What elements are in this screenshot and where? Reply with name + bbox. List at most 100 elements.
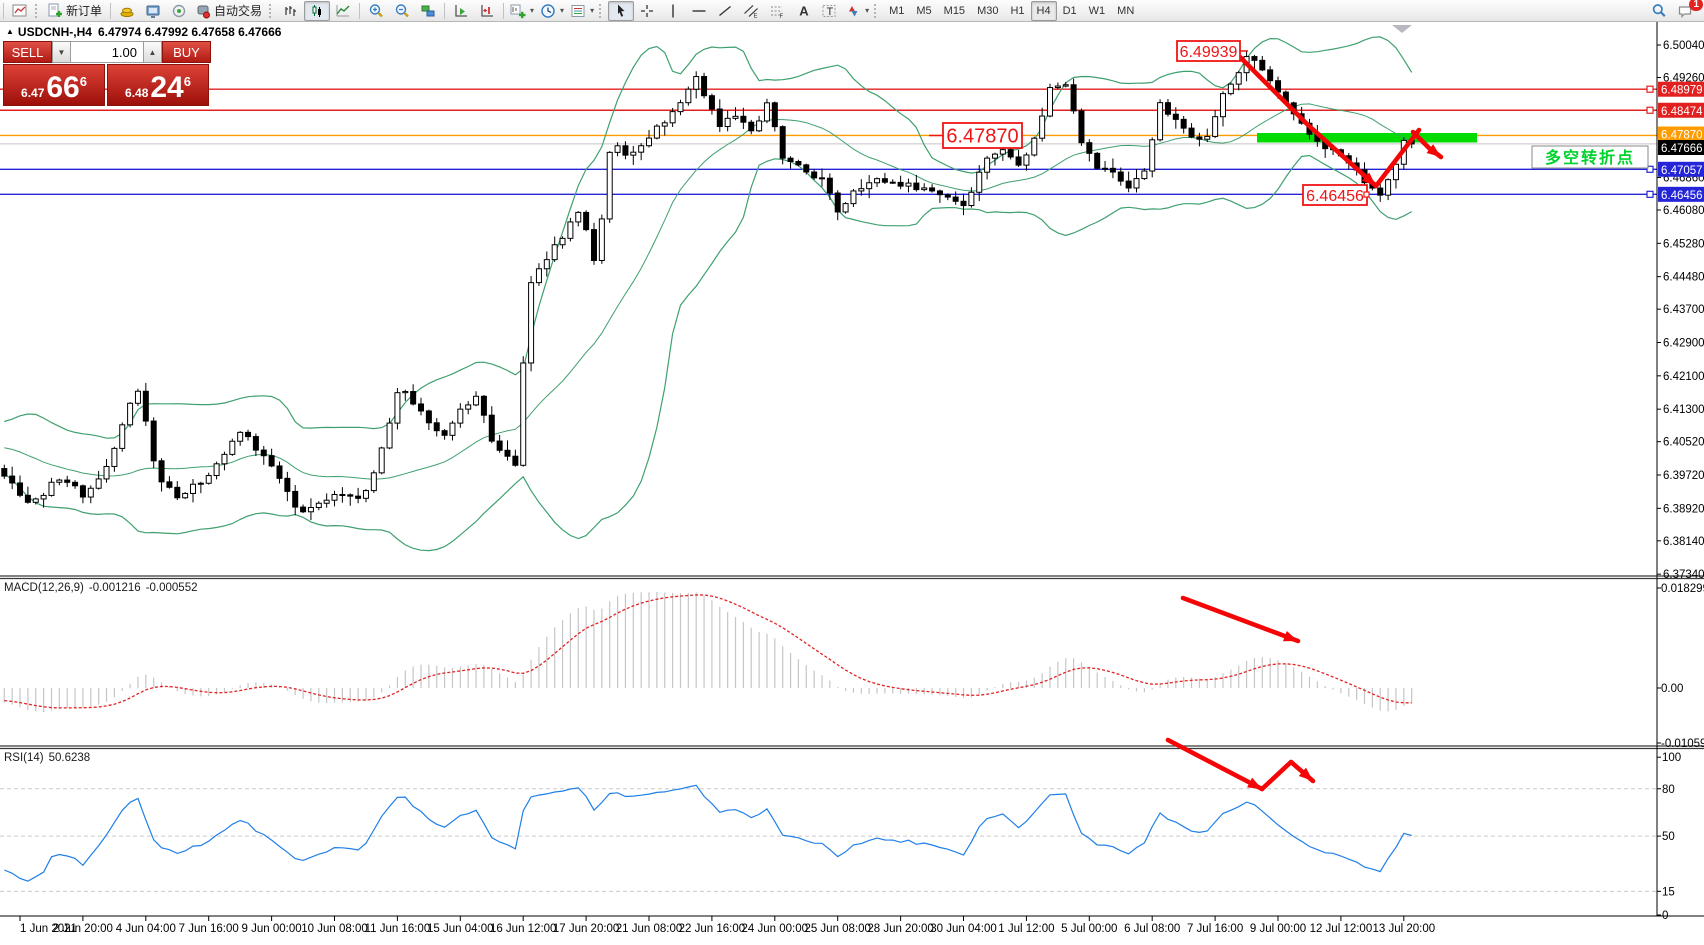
- timeframe-m15-button[interactable]: M15: [943, 4, 966, 17]
- arrows-button[interactable]: ▾: [842, 1, 872, 21]
- svg-text:6.46456: 6.46456: [1661, 190, 1703, 202]
- svg-text:6.48474: 6.48474: [1661, 106, 1703, 118]
- chevron-down-icon: ▾: [590, 6, 595, 15]
- svg-text:15: 15: [1662, 886, 1675, 898]
- volume-up-button[interactable]: ▲: [143, 41, 162, 63]
- templates-button[interactable]: ▾: [567, 1, 597, 21]
- svg-text:T: T: [827, 6, 834, 18]
- cursor-button[interactable]: [608, 0, 635, 21]
- vline-icon: [672, 4, 674, 17]
- new-order-button[interactable]: 新订单: [44, 1, 107, 21]
- timeframe-m1-button[interactable]: M1: [889, 4, 905, 17]
- zoom-in-icon: [369, 3, 383, 17]
- macd-indicator-label: MACD(12,26,9) -0.001216 -0.000552: [4, 582, 198, 594]
- trend-arrow[interactable]: [1237, 54, 1379, 189]
- tile-windows-button[interactable]: [415, 1, 441, 21]
- buy-price-pips: 24: [150, 71, 184, 104]
- price-tag-6.48474: [1658, 102, 1704, 118]
- svg-text:11 Jun 16:00: 11 Jun 16:00: [365, 923, 431, 935]
- chart-mini-icon: [12, 4, 27, 16]
- svg-text:6.44480: 6.44480: [1663, 272, 1704, 284]
- timeframe-mn-button[interactable]: MN: [1117, 4, 1135, 17]
- volume-down-button[interactable]: ▼: [52, 41, 71, 63]
- chart-collapse-icon[interactable]: ▲: [6, 27, 14, 36]
- fibonacci-button[interactable]: F: [764, 1, 790, 21]
- buy-button[interactable]: BUY: [162, 41, 211, 63]
- gold-icon: [120, 7, 134, 17]
- notifications-button[interactable]: 1: [1672, 0, 1703, 21]
- svg-text:6.37340: 6.37340: [1663, 569, 1704, 581]
- zoom-in-button[interactable]: [363, 1, 389, 21]
- buy-price-box[interactable]: 6.48 24 6: [107, 64, 209, 106]
- autotrading-button[interactable]: 自动交易: [192, 1, 267, 21]
- main-chart-panel: [0, 36, 1657, 552]
- timeframe-m30-button[interactable]: M30: [977, 4, 999, 17]
- price-annotation-box[interactable]: [942, 122, 1023, 149]
- svg-text:6.47666: 6.47666: [1661, 143, 1703, 155]
- svg-text:25 Jun 08:00: 25 Jun 08:00: [804, 923, 871, 935]
- price-tag-6.47666: [1658, 140, 1704, 155]
- bar-chart-button[interactable]: [278, 1, 304, 21]
- auto-scroll-button[interactable]: [448, 1, 474, 21]
- template-icon: [571, 4, 585, 17]
- crosshair-button[interactable]: [634, 1, 660, 21]
- timeframe-m5-button[interactable]: M5: [916, 4, 932, 17]
- doc-plus-icon: [48, 3, 62, 17]
- green-highlight-zone[interactable]: [1257, 133, 1477, 143]
- charts-button[interactable]: [7, 1, 33, 21]
- text-label-button[interactable]: T: [816, 1, 842, 21]
- signals-button[interactable]: [166, 1, 192, 21]
- autotrading-button-label: 自动交易: [214, 4, 263, 18]
- chart-shift-button[interactable]: [474, 1, 500, 21]
- search-button[interactable]: [1646, 1, 1672, 21]
- symbols-button[interactable]: [114, 1, 140, 21]
- text-button[interactable]: A: [790, 1, 816, 21]
- sell-price-prefix: 6.47: [21, 86, 45, 100]
- price-tag-6.46456: [1658, 186, 1704, 202]
- sell-button[interactable]: SELL: [3, 41, 52, 63]
- timeframe-w1-button[interactable]: W1: [1088, 4, 1106, 17]
- price-tag-6.4787: [1658, 126, 1704, 142]
- timeframe-h1-button[interactable]: H1: [1010, 4, 1025, 17]
- one-click-trade-panel: SELL ▼ ▲ BUY 6.47 66 6 6.48 24 6: [3, 41, 213, 106]
- bollinger-lower-band: [3, 154, 1412, 552]
- metaeditor-button[interactable]: [140, 1, 166, 21]
- horizontal-line-button[interactable]: [686, 1, 712, 21]
- volume-input[interactable]: [71, 41, 143, 63]
- equidistant-channel-button[interactable]: E: [738, 1, 764, 21]
- svg-text:1 Jun 2021: 1 Jun 2021: [20, 923, 77, 935]
- svg-text:100: 100: [1662, 752, 1681, 764]
- vertical-line-button[interactable]: [660, 1, 686, 21]
- svg-text:-0.010594: -0.010594: [1661, 738, 1704, 750]
- svg-text:6.38920: 6.38920: [1663, 503, 1704, 515]
- svg-text:13 Jul 20:00: 13 Jul 20:00: [1372, 923, 1435, 935]
- svg-text:16 Jun 12:00: 16 Jun 12:00: [490, 923, 557, 935]
- zoom-out-button[interactable]: [389, 1, 415, 21]
- new-chart-button[interactable]: ▾: [507, 1, 537, 21]
- sell-price-box[interactable]: 6.47 66 6: [3, 64, 105, 106]
- period-dropdown-button[interactable]: ▾: [537, 1, 567, 21]
- svg-text:6.46080: 6.46080: [1663, 205, 1704, 217]
- svg-text:6.50040: 6.50040: [1663, 40, 1704, 52]
- candlestick-chart-button[interactable]: [304, 0, 331, 21]
- textA-icon: A: [799, 3, 809, 18]
- svg-text:6.45280: 6.45280: [1663, 238, 1704, 250]
- price-axis[interactable]: 6.500406.492606.468606.460806.452806.444…: [1656, 22, 1704, 922]
- svg-text:6.49939: 6.49939: [1180, 44, 1238, 61]
- timeframe-h4-button[interactable]: H4: [1030, 0, 1057, 21]
- channel-icon: E: [744, 4, 758, 19]
- svg-text:6.41300: 6.41300: [1663, 404, 1704, 416]
- price-annotation-box[interactable]: [1176, 40, 1241, 62]
- textT-icon: T: [822, 4, 836, 18]
- line-chart-button[interactable]: [330, 1, 356, 21]
- timeframe-d1-button[interactable]: D1: [1062, 4, 1077, 17]
- text-note-box[interactable]: [1531, 145, 1649, 169]
- trend-arrow[interactable]: [1180, 595, 1301, 644]
- svg-text:6.39720: 6.39720: [1663, 470, 1704, 482]
- trend-arrow[interactable]: [1373, 127, 1422, 189]
- trend-arrow[interactable]: [1165, 737, 1265, 792]
- trendline-button[interactable]: [712, 1, 738, 21]
- trend-arrow[interactable]: [1259, 759, 1294, 792]
